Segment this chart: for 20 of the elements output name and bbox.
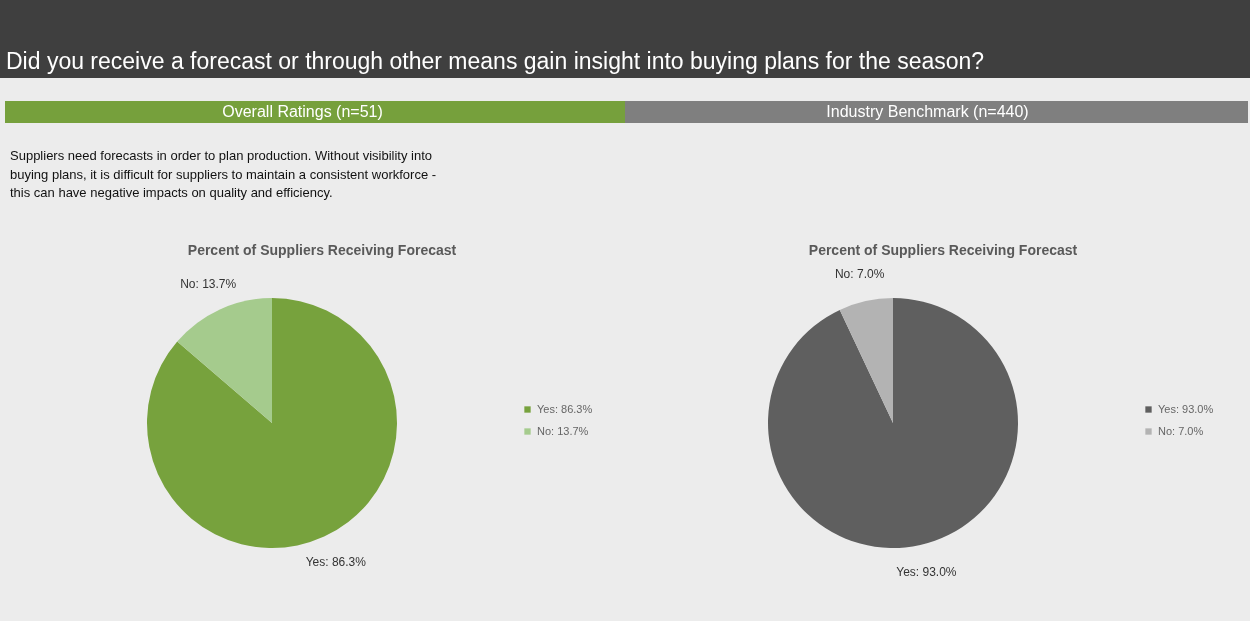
chart-title: Percent of Suppliers Receiving Forecast	[808, 242, 1078, 258]
pie-slice	[768, 298, 1018, 548]
legend-label: Yes: 86.3%	[537, 402, 593, 415]
text: Did you receive a forecast or through other means gain insight into buying plans for the season?	[6, 48, 985, 74]
chart-subtitle: Industry Benchmark (n=440)	[826, 103, 1029, 120]
legend-label: No: 13.7%	[537, 424, 589, 437]
chart-title: Percent of Suppliers Receiving Forecast	[187, 242, 457, 258]
slice-label: No: 7.0%	[834, 266, 885, 281]
text: buying plans, it is difficult for suppliers to maintain a consistent workforce -	[10, 166, 437, 182]
slice-label: No: 13.7%	[180, 276, 237, 291]
text: Suppliers need forecasts in order to plan production. Without visibility into	[10, 148, 432, 163]
chart-subtitle: Overall Ratings (n=51)	[222, 103, 383, 120]
legend-label: No: 7.0%	[1158, 424, 1204, 437]
text: this can have negative impacts on quality and efficiency.	[10, 185, 333, 200]
slice-label: Yes: 93.0%	[896, 565, 957, 580]
pie-slice	[177, 298, 272, 423]
slice-label: Yes: 86.3%	[305, 555, 367, 570]
legend-label: Yes: 93.0%	[1158, 402, 1214, 415]
pie-slice	[147, 298, 397, 548]
pie-slice	[839, 298, 893, 423]
